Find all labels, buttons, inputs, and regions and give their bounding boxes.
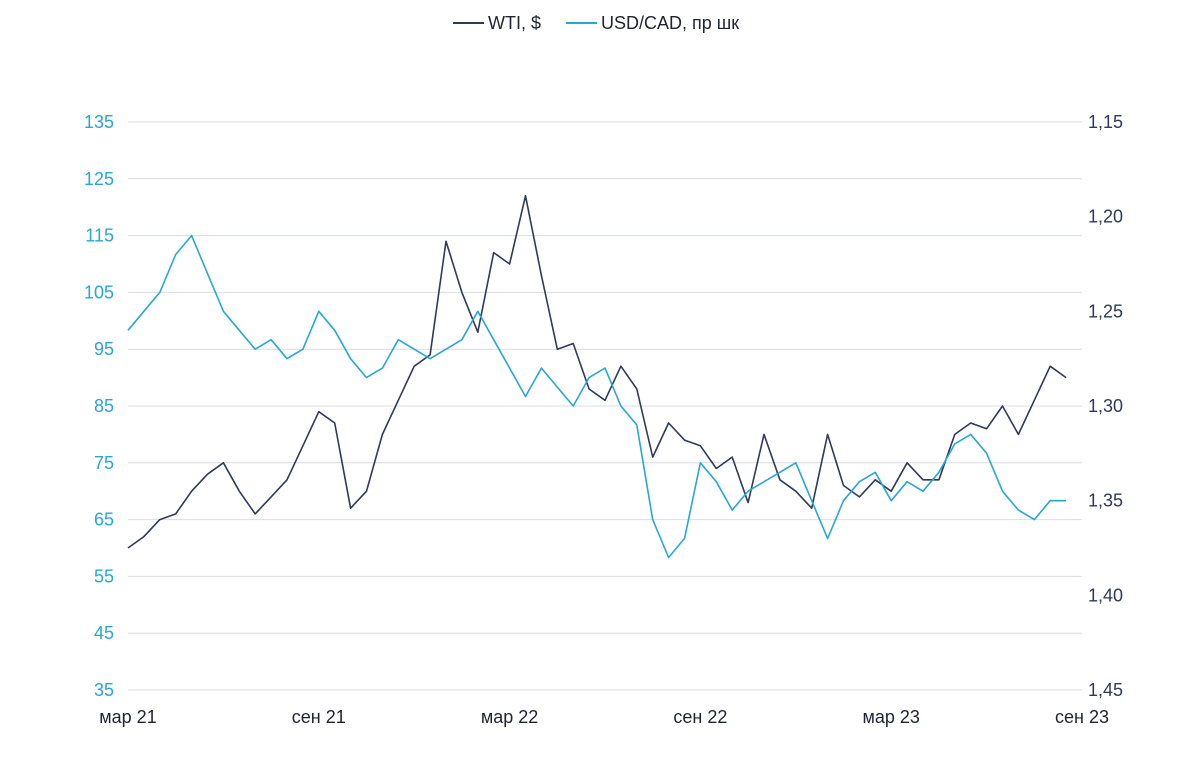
usdcad-series-line bbox=[127, 234, 1067, 559]
right-axis-tick-label: 1,15 bbox=[1088, 112, 1123, 132]
right-axis-tick-label: 1,30 bbox=[1088, 396, 1123, 416]
left-axis-tick-label: 75 bbox=[94, 453, 114, 473]
left-axis-tick-label: 105 bbox=[84, 282, 114, 302]
wti-series-line bbox=[127, 195, 1067, 549]
x-axis-tick-label: сен 23 bbox=[1055, 707, 1109, 727]
x-axis-tick-label: сен 21 bbox=[292, 707, 346, 727]
legend-usdcad-label: USD/CAD, пр шк bbox=[601, 13, 739, 33]
x-axis-tick-label: мар 22 bbox=[481, 707, 538, 727]
x-axis-tick-label: сен 22 bbox=[673, 707, 727, 727]
left-axis-tick-label: 135 bbox=[84, 112, 114, 132]
x-axis-tick-label: мар 21 bbox=[99, 707, 156, 727]
legend-wti-label: WTI, $ bbox=[488, 13, 541, 33]
right-axis-tick-label: 1,45 bbox=[1088, 680, 1123, 700]
right-axis-tick-label: 1,40 bbox=[1088, 585, 1123, 605]
right-axis-tick-label: 1,35 bbox=[1088, 491, 1123, 511]
right-axis-tick-label: 1,20 bbox=[1088, 207, 1123, 227]
left-axis-tick-label: 125 bbox=[84, 169, 114, 189]
left-axis-tick-label: 85 bbox=[94, 396, 114, 416]
left-axis-tick-label: 35 bbox=[94, 680, 114, 700]
x-axis-tick-label: мар 23 bbox=[862, 707, 919, 727]
left-axis-tick-label: 95 bbox=[94, 339, 114, 359]
left-axis-tick-label: 45 bbox=[94, 623, 114, 643]
left-axis-tick-label: 55 bbox=[94, 566, 114, 586]
left-axis-tick-label: 65 bbox=[94, 510, 114, 530]
right-axis-tick-label: 1,25 bbox=[1088, 301, 1123, 321]
left-axis-tick-label: 115 bbox=[85, 226, 114, 246]
